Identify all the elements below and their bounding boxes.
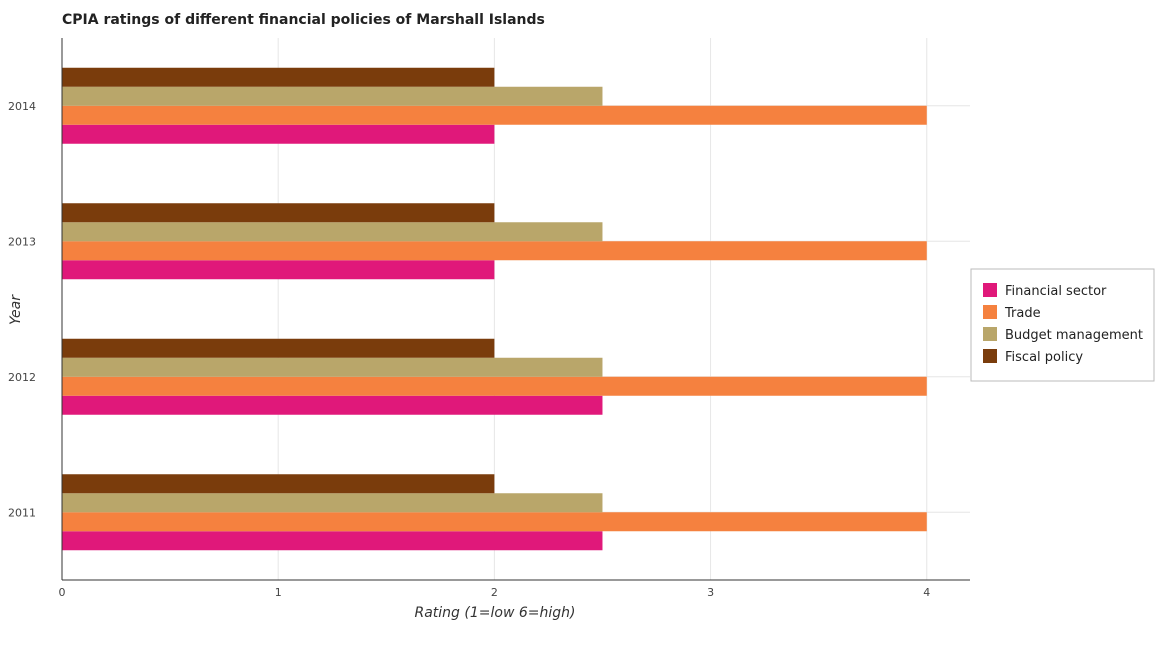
bar-financial-sector-2012 bbox=[62, 395, 603, 415]
chart-title: CPIA ratings of different financial poli… bbox=[62, 12, 545, 28]
bar-financial-sector-2011 bbox=[62, 531, 603, 551]
bar-budget-management-2011 bbox=[62, 493, 603, 513]
legend-swatch bbox=[983, 283, 997, 297]
legend-label: Financial sector bbox=[1005, 284, 1107, 299]
legend-label: Fiscal policy bbox=[1005, 350, 1083, 365]
legend-box bbox=[970, 268, 1155, 382]
x-tick-label: 4 bbox=[923, 586, 930, 599]
y-tick-label: 2013 bbox=[8, 235, 36, 248]
x-axis-label: Rating (1=low 6=high) bbox=[415, 605, 576, 621]
bar-budget-management-2012 bbox=[62, 357, 603, 377]
bars bbox=[62, 67, 927, 551]
y-tick-label: 2014 bbox=[8, 100, 36, 113]
legend-swatch bbox=[983, 349, 997, 363]
legend-swatch bbox=[983, 305, 997, 319]
bar-financial-sector-2013 bbox=[62, 260, 495, 280]
bar-trade-2013 bbox=[62, 241, 927, 261]
bar-trade-2012 bbox=[62, 376, 927, 396]
legend-swatch bbox=[983, 327, 997, 341]
x-tick-label: 3 bbox=[707, 586, 714, 599]
bar-fiscal-policy-2013 bbox=[62, 203, 495, 223]
legend: Financial sector Trade Budget management Fi… bbox=[970, 268, 1155, 382]
bar-trade-2011 bbox=[62, 512, 927, 532]
y-tick-label: 2012 bbox=[8, 371, 36, 384]
y-tick-label: 2011 bbox=[8, 506, 36, 519]
y-axis-label: Year bbox=[8, 294, 24, 325]
bar-financial-sector-2014 bbox=[62, 124, 495, 144]
legend-label: Trade bbox=[1004, 306, 1041, 321]
bar-fiscal-policy-2014 bbox=[62, 67, 495, 87]
x-tick-label: 1 bbox=[275, 586, 282, 599]
axes: 0 1 2 3 4 2011 2012 2013 2014 bbox=[8, 38, 970, 599]
bar-budget-management-2014 bbox=[62, 86, 603, 106]
x-tick-label: 0 bbox=[59, 586, 66, 599]
x-tick-label: 2 bbox=[491, 586, 498, 599]
bar-budget-management-2013 bbox=[62, 222, 603, 242]
bar-trade-2014 bbox=[62, 105, 927, 125]
bar-fiscal-policy-2011 bbox=[62, 474, 495, 494]
bar-fiscal-policy-2012 bbox=[62, 338, 495, 358]
legend-label: Budget management bbox=[1005, 328, 1143, 343]
